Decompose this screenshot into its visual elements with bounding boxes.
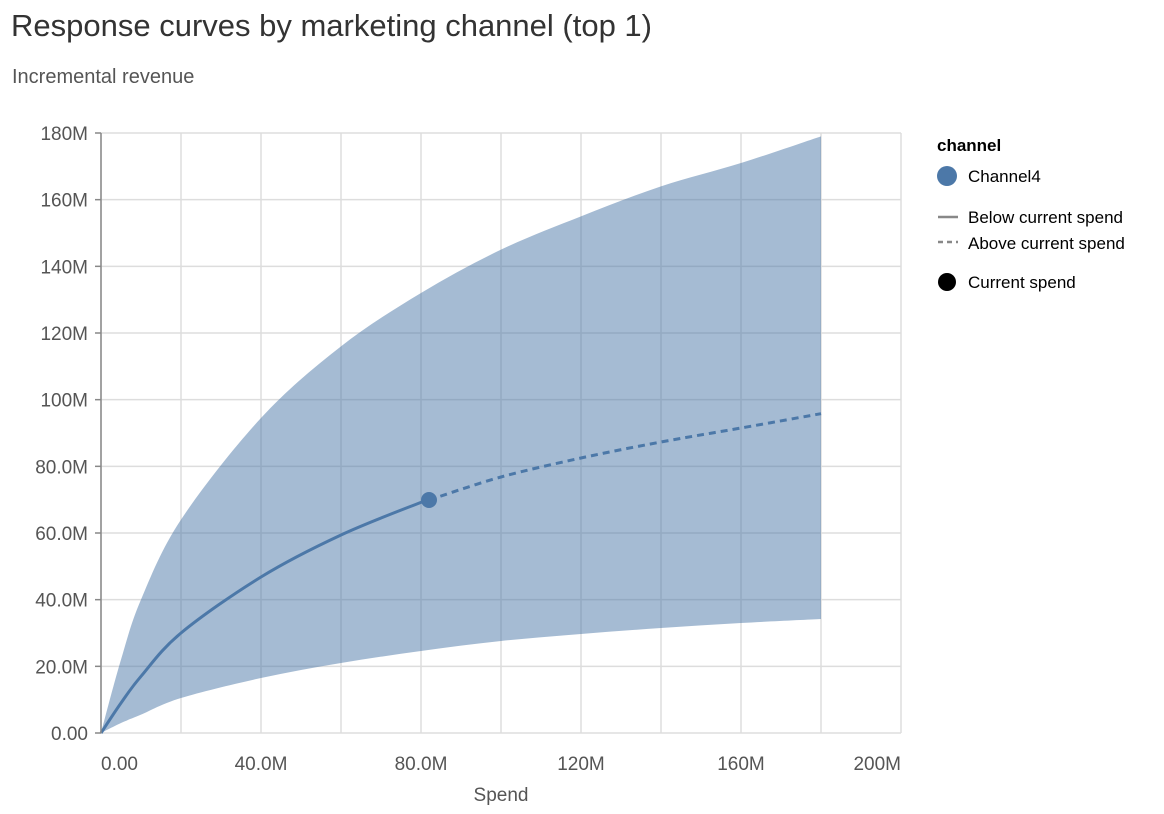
x-tick-label: 200M xyxy=(853,754,901,775)
legend-below-label: Below current spend xyxy=(968,208,1123,227)
confidence-band xyxy=(101,136,821,734)
chart-title: Response curves by marketing channel (to… xyxy=(11,8,652,43)
x-tick-label: 160M xyxy=(717,754,765,775)
x-tick-label: 0.00 xyxy=(101,754,138,775)
y-tick-label: 180M xyxy=(40,124,88,145)
legend-channel4-label[interactable]: Channel4 xyxy=(968,167,1041,186)
legend-title: channel xyxy=(937,136,1001,155)
response-curve-below-current-spend xyxy=(99,497,432,734)
y-tick-label: 140M xyxy=(40,257,88,278)
legend-current-spend-label: Current spend xyxy=(968,273,1076,292)
legend-current-spend-swatch xyxy=(938,273,956,291)
y-tick-label: 40.0M xyxy=(35,591,88,612)
x-axis-label: Spend xyxy=(474,785,529,806)
current-spend-point[interactable] xyxy=(421,492,437,508)
legend-above-label: Above current spend xyxy=(968,234,1125,253)
y-tick-label: 80.0M xyxy=(35,457,88,478)
legend: channel Channel4 Below current spend Abo… xyxy=(937,136,1125,292)
x-tick-label: 120M xyxy=(557,754,605,775)
response-curve-above-current-spend xyxy=(428,412,822,502)
y-tick-label: 20.0M xyxy=(35,657,88,678)
legend-channel4-swatch xyxy=(937,166,957,186)
y-tick-label: 0.00 xyxy=(51,724,88,745)
y-tick-label: 120M xyxy=(40,324,88,345)
chart-subtitle: Incremental revenue xyxy=(12,66,195,88)
y-tick-label: 60.0M xyxy=(35,524,88,545)
y-tick-label: 100M xyxy=(40,391,88,412)
x-tick-label: 80.0M xyxy=(395,754,448,775)
x-tick-label: 40.0M xyxy=(235,754,288,775)
y-tick-label: 160M xyxy=(40,191,88,212)
